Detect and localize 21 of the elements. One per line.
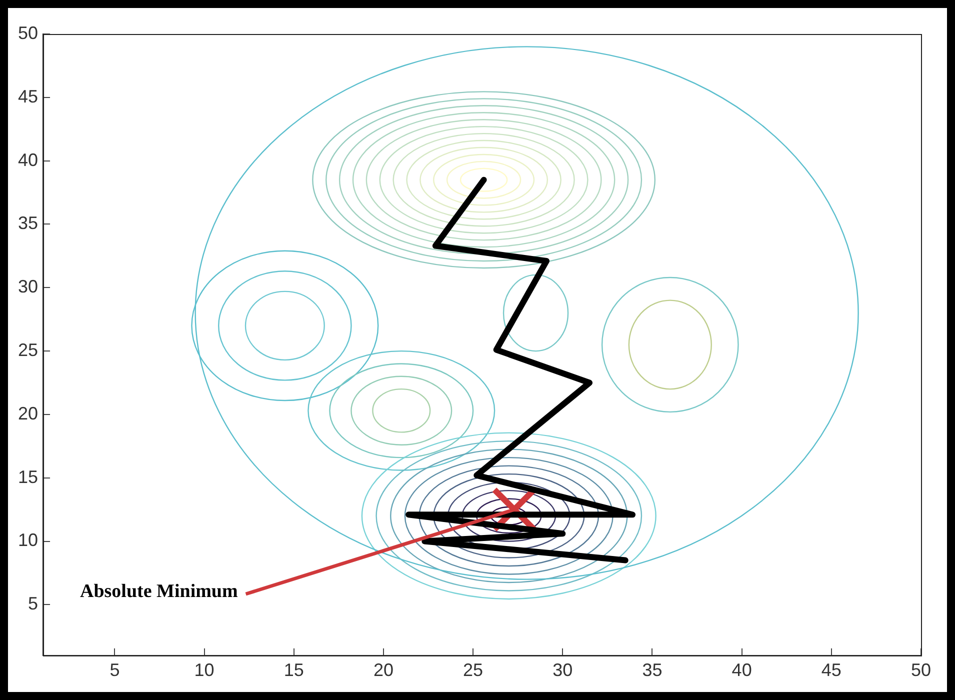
x-tick-label: 15 <box>284 660 304 680</box>
y-tick-label: 5 <box>28 594 38 614</box>
x-tick-label: 10 <box>194 660 214 680</box>
x-tick-label: 20 <box>373 660 394 680</box>
x-tick-label: 30 <box>552 660 573 680</box>
y-tick-label: 50 <box>18 22 38 43</box>
x-tick-label: 45 <box>821 660 842 680</box>
y-tick-label: 20 <box>18 403 38 424</box>
y-tick-label: 25 <box>18 340 38 360</box>
y-tick-label: 35 <box>18 213 38 234</box>
x-tick-label: 5 <box>110 660 120 680</box>
x-tick-label: 35 <box>642 660 662 680</box>
x-tick-label: 25 <box>463 660 484 680</box>
x-tick-label: 50 <box>910 660 932 680</box>
y-tick-label: 45 <box>18 86 38 106</box>
y-tick-label: 10 <box>18 530 38 550</box>
y-tick-label: 40 <box>18 150 38 170</box>
annotation: Absolute Minimum <box>80 580 238 602</box>
x-tick-label: 40 <box>732 660 752 680</box>
y-tick-label: 30 <box>18 276 38 297</box>
y-tick-label: 15 <box>18 466 38 487</box>
